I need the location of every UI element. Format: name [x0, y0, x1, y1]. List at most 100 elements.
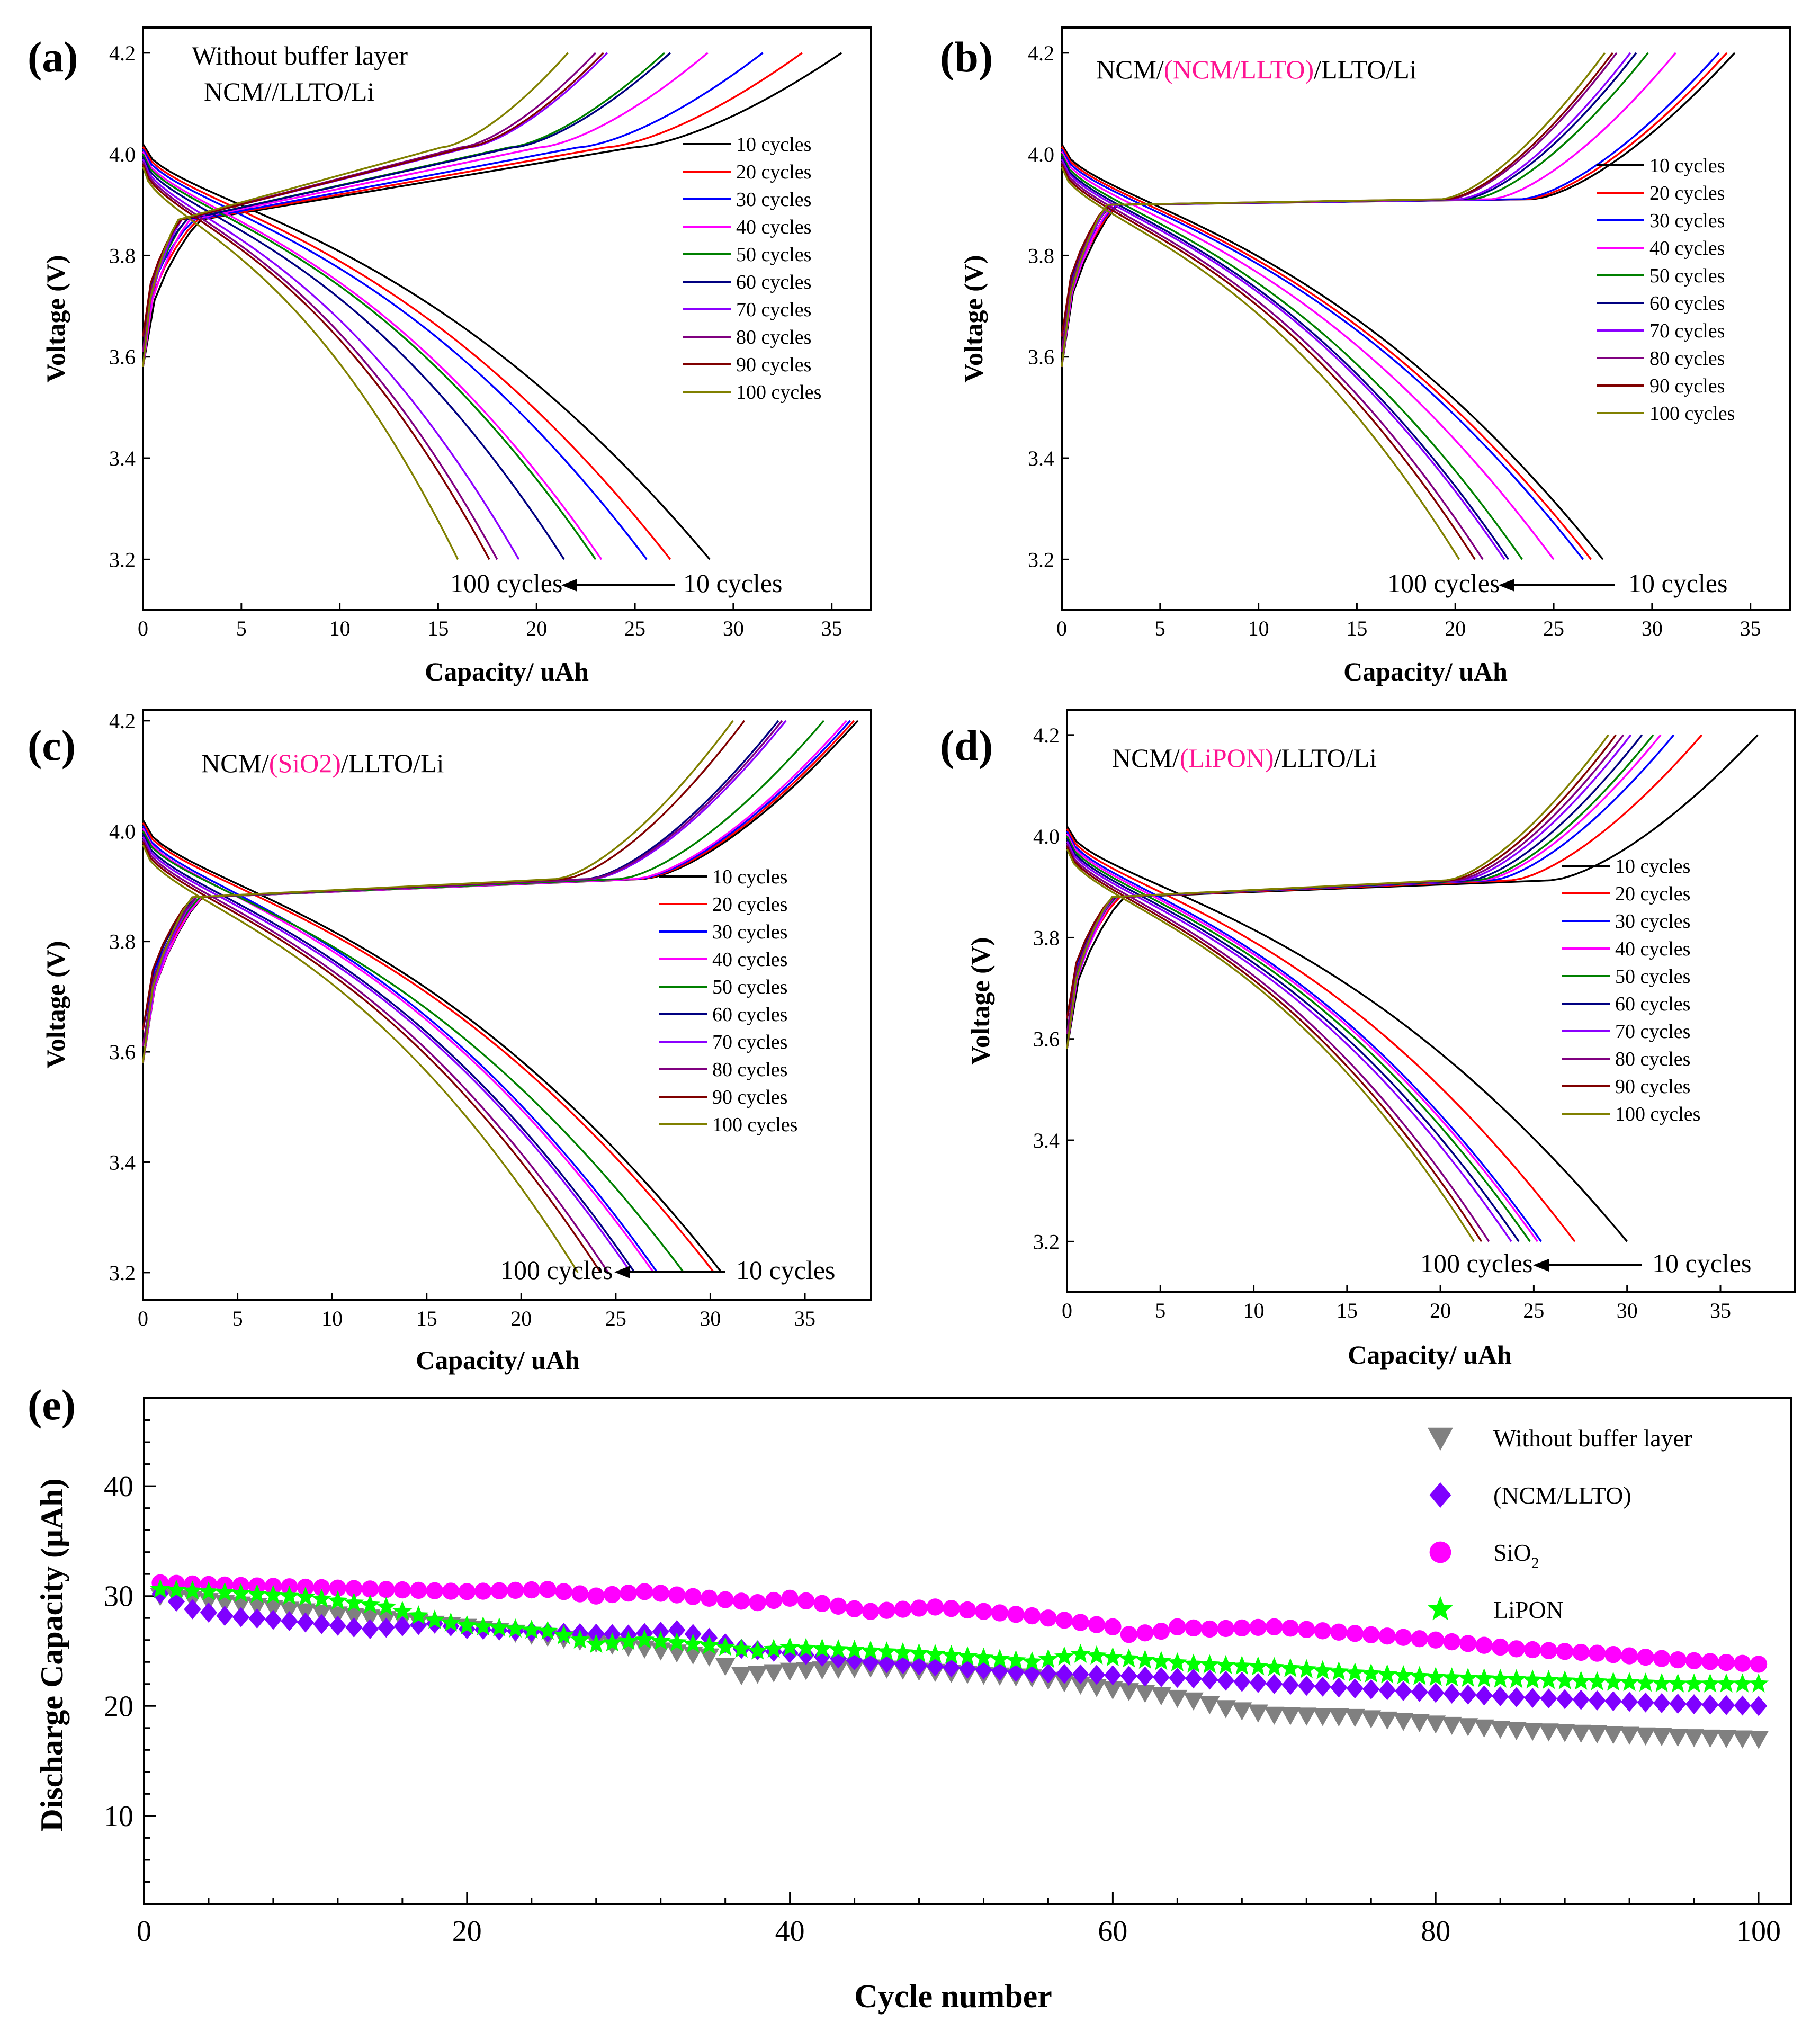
- panel-e-point-without-buffer-layer: [1393, 1713, 1414, 1731]
- plot-frame-a: [142, 26, 872, 611]
- panel-e-point-sio2: [490, 1582, 508, 1599]
- panel-e-point-sio2: [894, 1600, 912, 1618]
- panel-e-ticks: 0 20 40 60 80 100 10 20 30 40: [104, 1419, 1781, 1948]
- panel-e-point-lipon: [844, 1640, 865, 1659]
- panel-a-legend-label: 10 cycles: [736, 133, 811, 156]
- panel-e-point-without-buffer-layer: [1506, 1722, 1527, 1740]
- panel-e-legend-label: (NCM/LLTO): [1493, 1482, 1631, 1509]
- plot-frame-d: [1066, 709, 1796, 1293]
- panel-c-title-accent: (SiO2): [269, 748, 341, 778]
- panel-e-point-without-buffer-layer: [731, 1667, 752, 1686]
- panel-e-point-without-buffer-layer: [1603, 1726, 1624, 1744]
- panel-d-discharge-curve: [1066, 833, 1538, 1242]
- panel-c-title-suffix: /LLTO/Li: [341, 748, 444, 778]
- panel-a-title-line1: Without buffer layer: [192, 41, 408, 70]
- panel-c-arrow-from-label: 10 cycles: [736, 1255, 835, 1285]
- panel-c-discharge-curve: [142, 839, 609, 1273]
- panel-e-point-lipon: [521, 1620, 542, 1639]
- panel-e-point-lipon: [602, 1632, 623, 1652]
- panel-e-point-lipon: [1248, 1656, 1268, 1676]
- panel-a-charge-curve: [142, 52, 842, 368]
- panel-c-discharge-curve: [142, 842, 602, 1273]
- panel-e-point-lipon: [1312, 1660, 1333, 1679]
- panel-e-point--ncm-llto-: [1572, 1689, 1590, 1710]
- panel-e-point-without-buffer-layer: [699, 1648, 720, 1667]
- panel-e-point-sio2: [1459, 1635, 1477, 1652]
- panel-c-legend-label: 40 cycles: [712, 949, 787, 971]
- panel-e-point-sio2: [862, 1603, 880, 1620]
- panel-b-discharge-curve: [1061, 164, 1476, 560]
- panel-e-point--ncm-llto-: [1266, 1674, 1283, 1694]
- panel-d-legend-label: 60 cycles: [1615, 993, 1690, 1015]
- panel-e-point--ncm-llto-: [668, 1620, 686, 1641]
- panel-e-point-sio2: [620, 1585, 637, 1602]
- panel-e-point--ncm-llto-: [345, 1617, 363, 1638]
- panel-a-x-tick-label: 30: [723, 616, 744, 640]
- panel-e-point-lipon: [1441, 1667, 1462, 1687]
- panel-a-x-tick-label: 0: [138, 616, 148, 640]
- panel-e-point--ncm-llto-: [1281, 1675, 1299, 1695]
- panel-e-point--ncm-llto-: [1298, 1676, 1315, 1696]
- panel-e-point--ncm-llto-: [910, 1655, 928, 1676]
- panel-e-point--ncm-llto-: [1685, 1694, 1703, 1714]
- panel-e-point-sio2: [1088, 1616, 1106, 1633]
- panel-e-point--ncm-llto-: [216, 1606, 234, 1626]
- panel-d-x-tick-label: 35: [1710, 1299, 1731, 1322]
- panel-e-point-sio2: [1572, 1643, 1590, 1661]
- panel-e-point-lipon: [279, 1586, 300, 1605]
- panel-e-point--ncm-llto-: [313, 1614, 330, 1634]
- panel-d-y-axis-label: Voltage (V): [965, 937, 995, 1064]
- panel-b-curves: [1061, 52, 1736, 560]
- panel-e-point-sio2: [652, 1585, 669, 1602]
- panel-e-point--ncm-llto-: [1120, 1666, 1138, 1686]
- panel-e-point-lipon: [1086, 1645, 1107, 1665]
- panel-e-point-lipon: [618, 1631, 639, 1650]
- panel-a-y-tick-label: 4.0: [109, 142, 136, 166]
- panel-e-point-lipon: [747, 1640, 768, 1660]
- panel-d-legend-label: 80 cycles: [1615, 1048, 1690, 1070]
- panel-label-d: (d): [940, 721, 993, 770]
- panel-a-y-tick-label: 3.4: [109, 446, 136, 470]
- panel-e-point-without-buffer-layer: [1441, 1716, 1462, 1735]
- panel-e-point-lipon: [1667, 1673, 1688, 1693]
- panel-e-point-without-buffer-layer: [1425, 1715, 1446, 1734]
- panel-b-y-tick-label: 3.8: [1028, 244, 1054, 267]
- panel-a-x-tick-label: 15: [427, 616, 449, 640]
- panel-e-point-sio2: [1588, 1644, 1606, 1662]
- panel-e-point--ncm-llto-: [894, 1654, 912, 1675]
- panel-e-point-lipon: [1393, 1665, 1414, 1685]
- panel-e-point-sio2: [1750, 1656, 1768, 1673]
- panel-e-point-lipon: [1296, 1659, 1317, 1678]
- panel-d-y-tick-label: 3.6: [1033, 1027, 1060, 1051]
- panel-b-y-axis-label: Voltage (V): [958, 255, 988, 382]
- panel-e-x-tick-label: 60: [1098, 1915, 1127, 1948]
- panel-e-legend-subscript: 2: [1531, 1554, 1539, 1572]
- panel-e-point--ncm-llto-: [1620, 1692, 1638, 1712]
- panel-e-point-lipon: [1603, 1671, 1624, 1691]
- panel-e-point-sio2: [523, 1581, 540, 1599]
- panel-c-arrow-head: [614, 1266, 630, 1278]
- panel-e-point-without-buffer-layer: [1522, 1723, 1543, 1741]
- panel-label-a: (a): [28, 33, 78, 81]
- panel-a-x-tick-label: 25: [624, 616, 645, 640]
- panel-e-point-without-buffer-layer: [344, 1608, 364, 1626]
- panel-e-point-lipon: [1006, 1650, 1026, 1669]
- panel-d-arrow-to-label: 100 cycles: [1420, 1248, 1532, 1278]
- panel-e-point-lipon: [1749, 1673, 1769, 1693]
- panel-e-point-sio2: [1508, 1640, 1525, 1658]
- panel-e-legend-marker: [1429, 1482, 1451, 1508]
- panel-a-x-tick-label: 20: [526, 616, 547, 640]
- panel-a-legend-label: 100 cycles: [736, 381, 821, 404]
- panel-e-legend-label: Without buffer layer: [1493, 1425, 1692, 1452]
- panel-c-x-tick-label: 10: [321, 1307, 343, 1330]
- panel-b-discharge-curve: [1061, 154, 1523, 560]
- panel-e-point-lipon: [1361, 1663, 1382, 1683]
- panel-e-point-lipon: [570, 1629, 590, 1649]
- panel-a: (a) Without buffer layer NCM//LLTO/Li Ca…: [28, 26, 872, 686]
- panel-e-point-sio2: [1314, 1622, 1331, 1640]
- panel-e-legend: Without buffer layer (NCM/LLTO) SiO2 LiPON: [1428, 1425, 1692, 1623]
- panel-a-legend: 10 cycles 20 cycles 30 cycles 40 cycles 50 c…: [683, 133, 821, 404]
- panel-e-point--ncm-llto-: [1588, 1690, 1606, 1711]
- panel-d-charge-curve: [1066, 734, 1624, 1034]
- panel-e-point-sio2: [361, 1580, 379, 1598]
